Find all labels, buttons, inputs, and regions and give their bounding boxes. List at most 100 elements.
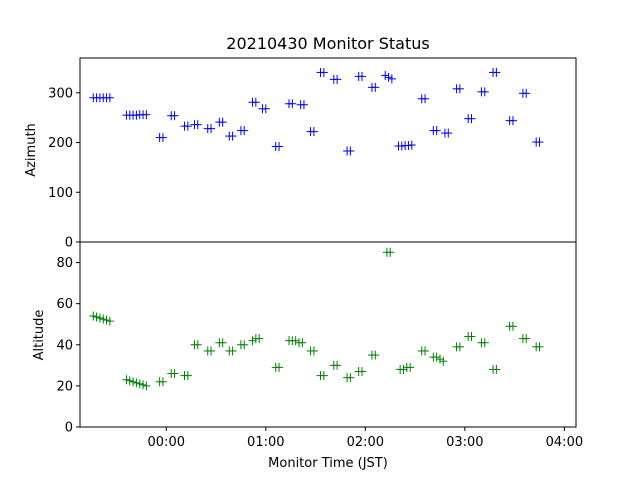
azimuth-point: [522, 88, 531, 98]
altitude-y-tick-label: 80: [56, 256, 73, 271]
azimuth-point: [261, 104, 270, 114]
altitude-point: [122, 375, 131, 385]
azimuth-series: [89, 67, 544, 156]
azimuth-y-tick-label: 200: [48, 136, 73, 151]
altitude-point: [240, 340, 249, 350]
altitude-axis-label: Altitude: [32, 310, 47, 361]
azimuth-point: [170, 111, 179, 121]
azimuth-point: [432, 126, 441, 136]
azimuth-point: [444, 128, 453, 138]
azimuth-point: [275, 142, 284, 152]
altitude-point: [125, 376, 134, 386]
azimuth-point: [480, 87, 489, 97]
altitude-point: [105, 316, 114, 326]
azimuth-point: [142, 110, 151, 120]
azimuth-point: [218, 117, 227, 127]
altitude-point: [135, 379, 144, 389]
altitude-point: [492, 364, 501, 374]
x-tick-label: 04:00: [546, 435, 583, 450]
altitude-point: [535, 342, 544, 352]
altitude-point: [399, 364, 408, 374]
azimuth-axis-label: Azimuth: [24, 123, 39, 177]
altitude-point: [371, 350, 380, 360]
altitude-point: [309, 346, 318, 356]
time-x-axis: 00:00 01:00 02:00 03:00 04:00: [148, 427, 583, 450]
altitude-point: [99, 314, 108, 324]
altitude-point: [432, 352, 441, 362]
altitude-y-tick-label: 20: [56, 379, 73, 394]
azimuth-y-tick-label: 100: [48, 186, 73, 201]
altitude-point: [132, 378, 141, 388]
azimuth-point: [407, 140, 416, 150]
altitude-point: [467, 332, 476, 342]
altitude-point: [129, 377, 138, 387]
azimuth-point: [384, 72, 393, 82]
azimuth-point: [467, 114, 476, 124]
altitude-point: [333, 360, 342, 370]
x-tick-label: 01:00: [247, 435, 284, 450]
altitude-y-tick-label: 40: [56, 338, 73, 353]
altitude-point: [207, 346, 216, 356]
altitude-point: [92, 312, 101, 322]
altitude-point: [291, 336, 300, 346]
azimuth-point: [535, 137, 544, 147]
azimuth-point: [492, 67, 501, 77]
azimuth-panel: 0 100 200 300 Azimuth: [24, 57, 577, 251]
azimuth-point: [193, 120, 202, 130]
azimuth-point: [228, 131, 237, 141]
altitude-point: [439, 356, 448, 366]
altitude-point: [358, 367, 367, 376]
altitude-point: [89, 311, 98, 321]
altitude-point: [248, 336, 257, 346]
altitude-point: [421, 346, 430, 356]
azimuth-y-tick-label: 300: [48, 86, 73, 101]
altitude-point: [406, 362, 415, 372]
azimuth-point: [288, 99, 297, 109]
azimuth-point: [251, 97, 260, 107]
azimuth-point: [358, 71, 367, 81]
altitude-point: [158, 377, 167, 387]
altitude-point: [95, 313, 104, 323]
altitude-point: [139, 380, 148, 390]
altitude-point: [298, 338, 307, 348]
azimuth-point: [455, 84, 464, 94]
chart-title: 20210430 Monitor Status: [226, 34, 429, 53]
azimuth-point: [319, 67, 328, 77]
altitude-point: [508, 321, 517, 331]
altitude-point: [522, 334, 531, 344]
altitude-y-tick-label: 60: [56, 297, 73, 312]
azimuth-point: [105, 93, 114, 103]
altitude-point: [386, 247, 395, 257]
azimuth-point: [309, 127, 318, 137]
altitude-point: [218, 338, 227, 348]
azimuth-point: [381, 70, 390, 80]
x-tick-label: 02:00: [347, 435, 384, 450]
altitude-point: [435, 354, 444, 364]
azimuth-point: [508, 116, 517, 126]
azimuth-point: [158, 133, 167, 143]
altitude-series: [89, 247, 544, 391]
azimuth-point: [333, 74, 342, 84]
altitude-point: [193, 340, 202, 350]
azimuth-y-axis: 0 100 200 300: [48, 86, 80, 251]
altitude-point: [170, 369, 179, 379]
azimuth-point: [183, 121, 192, 131]
x-tick-label: 03:00: [446, 435, 483, 450]
altitude-point: [102, 315, 111, 325]
altitude-point: [319, 371, 328, 381]
altitude-point: [142, 381, 151, 391]
altitude-point: [183, 371, 192, 381]
altitude-y-axis: 0 20 40 60 80: [56, 256, 80, 436]
azimuth-y-tick-label: 0: [65, 236, 73, 251]
altitude-point: [228, 346, 237, 356]
azimuth-point: [421, 94, 430, 104]
x-tick-label: 00:00: [148, 435, 185, 450]
x-axis-label: Monitor Time (JST): [268, 456, 388, 471]
altitude-point: [255, 334, 264, 344]
azimuth-point: [299, 100, 308, 110]
altitude-y-tick-label: 0: [65, 421, 73, 436]
azimuth-point: [387, 74, 396, 84]
altitude-point: [346, 373, 355, 383]
altitude-panel: 0 20 40 60 80 00:00 01:00 02:00 03:00 04:00 Alti…: [32, 241, 583, 471]
